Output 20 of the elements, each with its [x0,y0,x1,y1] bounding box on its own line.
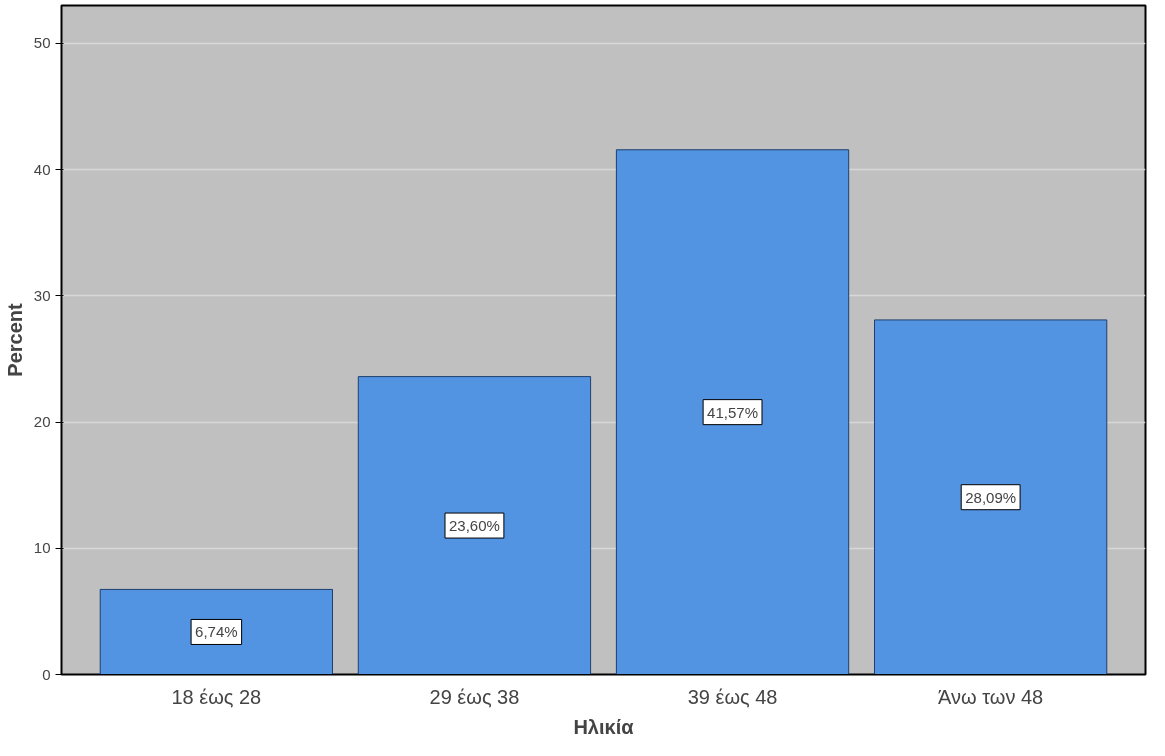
x-axis-title: Ηλικία [573,715,635,738]
data-label: 6,74% [195,623,238,641]
x-tick-label: 39 έως 48 [687,685,778,708]
y-tick-label: 50 [33,34,51,52]
bar [874,319,1108,675]
y-tick-label: 30 [33,286,51,304]
x-tick-label: Άνω των 48 [938,685,1044,708]
y-tick-label: 20 [33,413,51,431]
bar [357,376,592,675]
y-tick-label: 40 [33,160,51,178]
x-tick-label: 29 έως 38 [429,685,520,708]
data-label: 41,57% [707,403,758,421]
y-tick-label: 10 [33,539,51,557]
bar [615,149,850,675]
bar [99,588,333,675]
data-label: 23,60% [449,517,500,535]
y-tick-label: 0 [42,665,51,683]
y-axis-title: Percent [3,302,26,377]
x-tick-label: 18 έως 28 [171,685,262,708]
data-label: 28,09% [965,488,1017,506]
